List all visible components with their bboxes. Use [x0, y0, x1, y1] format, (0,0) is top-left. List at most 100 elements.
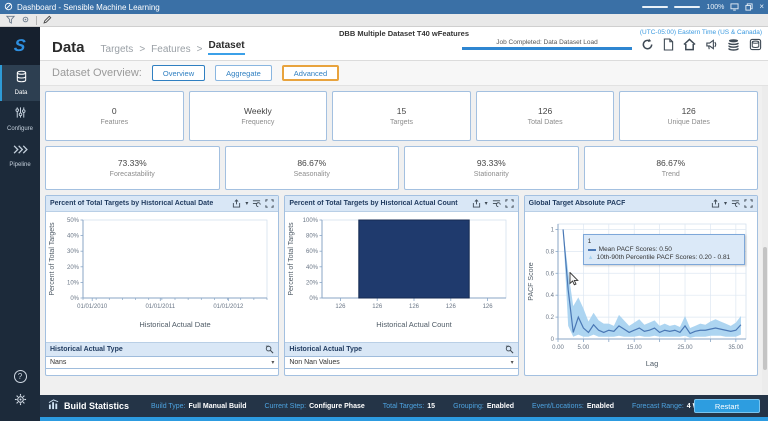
svg-text:Historical Actual Date: Historical Actual Date — [139, 320, 210, 329]
sidebar-item-pipeline[interactable]: Pipeline — [0, 137, 40, 173]
popout-icon[interactable] — [731, 195, 740, 213]
export-icon[interactable] — [711, 195, 720, 213]
svg-text:126: 126 — [336, 304, 347, 310]
svg-text:100%: 100% — [303, 218, 319, 224]
job-progress-bar — [462, 47, 632, 50]
stat-value: 73.33% — [117, 158, 147, 168]
filter-options-icon[interactable] — [505, 341, 514, 359]
stat-label: Forecastability — [109, 171, 155, 178]
restore-window-icon[interactable] — [745, 3, 753, 11]
svg-text:0.4: 0.4 — [545, 293, 554, 299]
database-icon — [15, 70, 28, 88]
filter-options-icon[interactable] — [265, 341, 274, 359]
build-statistics-icon — [48, 397, 60, 415]
historical-actual-type-select[interactable]: Non Nan Values ▾ — [285, 356, 518, 369]
sidebar-item-configure[interactable]: Configure — [0, 101, 40, 137]
job-status-text: Job Completed: Data Dataset Load — [496, 39, 598, 46]
stat-label: Unique Dates — [667, 119, 710, 126]
svg-text:35.00: 35.00 — [728, 345, 744, 351]
page-title: Data — [52, 39, 85, 56]
svg-text:20%: 20% — [67, 265, 80, 271]
breadcrumb-features[interactable]: Features — [151, 44, 191, 55]
content-area: 0 Features Weekly Frequency 15 Targets 1… — [40, 86, 768, 395]
stat-label: Total Dates — [527, 119, 563, 126]
panel-title: Percent of Total Targets by Historical A… — [289, 200, 458, 207]
stat-card-features: 0 Features — [45, 91, 184, 141]
historical-count-chart: 0% 20% 40% 60% 80% 100% 126 126 126 126 126 Histori… — [285, 212, 517, 335]
toolbar-divider — [36, 15, 37, 25]
expand-icon[interactable] — [744, 195, 753, 213]
svg-text:60%: 60% — [306, 249, 319, 255]
stat-card-frequency: Weekly Frequency — [188, 91, 328, 141]
zoom-slider-2[interactable] — [674, 6, 701, 8]
chevron-down-icon[interactable]: ▾ — [484, 201, 488, 207]
zoom-slider[interactable] — [642, 6, 669, 8]
restart-button[interactable]: Restart — [694, 399, 760, 413]
timezone-label: (UTC-05:00) Eastern Time (US & Canada) — [639, 29, 762, 36]
sidebar-logo[interactable]: S — [0, 27, 40, 65]
sidebar: S Data Configure Pipeline — [0, 27, 40, 421]
panel-header: Percent of Total Targets by Historical A… — [285, 195, 518, 213]
filter-label: Historical Actual Type — [50, 346, 123, 353]
chevron-down-icon: ▾ — [510, 360, 514, 366]
close-icon[interactable]: × — [759, 2, 764, 11]
data-load-icon[interactable] — [749, 38, 762, 51]
build-stat-build-type: Build Type: Full Manual Build — [151, 402, 247, 410]
export-icon[interactable] — [472, 195, 481, 213]
svg-text:0.2: 0.2 — [545, 315, 554, 321]
scrollbar-thumb[interactable] — [763, 246, 767, 371]
svg-text:01/01/2010: 01/01/2010 — [77, 304, 108, 310]
tooltip-band-label: 10th-90th Percentile PACF Scores: 0.20 -… — [596, 254, 731, 261]
stat-card-seasonality: 86.67% Seasonality — [224, 146, 399, 190]
sidebar-item-label: Pipeline — [9, 162, 31, 168]
svg-text:50%: 50% — [67, 218, 80, 224]
edit-icon[interactable] — [43, 11, 52, 29]
build-stat-current-step: Current Step: Configure Phase — [264, 402, 365, 410]
filter-icon[interactable] — [5, 11, 16, 29]
svg-text:40%: 40% — [67, 234, 80, 240]
vertical-scrollbar[interactable] — [762, 86, 768, 395]
chevron-down-icon[interactable]: ▾ — [245, 201, 249, 207]
breadcrumb-dataset[interactable]: Dataset — [208, 40, 245, 55]
svg-text:0.8: 0.8 — [545, 249, 554, 255]
help-icon[interactable]: ? — [13, 370, 27, 383]
export-icon[interactable] — [232, 195, 241, 213]
historical-actual-type-select[interactable]: Nans ▾ — [46, 356, 279, 369]
breadcrumb-separator: > — [196, 44, 203, 55]
overview-button[interactable]: Overview — [151, 65, 206, 81]
svg-text:0: 0 — [550, 337, 554, 343]
sidebar-item-label: Configure — [6, 126, 33, 132]
window-bottom-border — [40, 417, 768, 421]
svg-text:Lag: Lag — [645, 359, 658, 368]
title-bar: Dashboard - Sensible Machine Learning 10… — [0, 0, 768, 14]
pacf-tooltip: 1 Mean PACF Scores: 0.50 ▲ 10th-90th Per… — [582, 234, 745, 265]
stat-value: 126 — [681, 106, 696, 116]
stat-card-trend: 86.67% Trend — [583, 146, 758, 190]
popout-icon[interactable] — [252, 195, 262, 213]
stat-label: Frequency — [241, 119, 275, 126]
svg-text:01/01/2012: 01/01/2012 — [213, 304, 244, 310]
advanced-button[interactable]: Advanced — [281, 65, 340, 81]
chevron-down-icon[interactable]: ▾ — [723, 201, 727, 207]
refresh-icon[interactable] — [641, 38, 654, 51]
display-icon[interactable] — [730, 3, 739, 11]
svg-text:30%: 30% — [67, 249, 80, 255]
expand-icon[interactable] — [505, 195, 514, 213]
home-icon[interactable] — [683, 38, 696, 51]
stat-card-total-dates: 126 Total Dates — [475, 91, 615, 141]
gear-icon[interactable] — [14, 393, 27, 411]
database-stack-icon[interactable] — [727, 38, 740, 51]
settings-icon[interactable] — [21, 11, 30, 29]
sidebar-item-data[interactable]: Data — [0, 65, 40, 101]
stat-label: Targets — [390, 119, 413, 126]
svg-text:1: 1 — [550, 227, 554, 233]
chevrons-icon — [13, 142, 28, 160]
announcements-icon[interactable] — [705, 38, 718, 51]
breadcrumb-targets[interactable]: Targets — [100, 44, 134, 55]
report-icon[interactable] — [663, 38, 674, 51]
expand-icon[interactable] — [265, 195, 274, 213]
aggregate-button[interactable]: Aggregate — [215, 65, 272, 81]
build-stat-event-locations: Event/Locations: Enabled — [532, 402, 615, 410]
svg-text:5.00: 5.00 — [577, 345, 589, 351]
popout-icon[interactable] — [492, 195, 501, 213]
